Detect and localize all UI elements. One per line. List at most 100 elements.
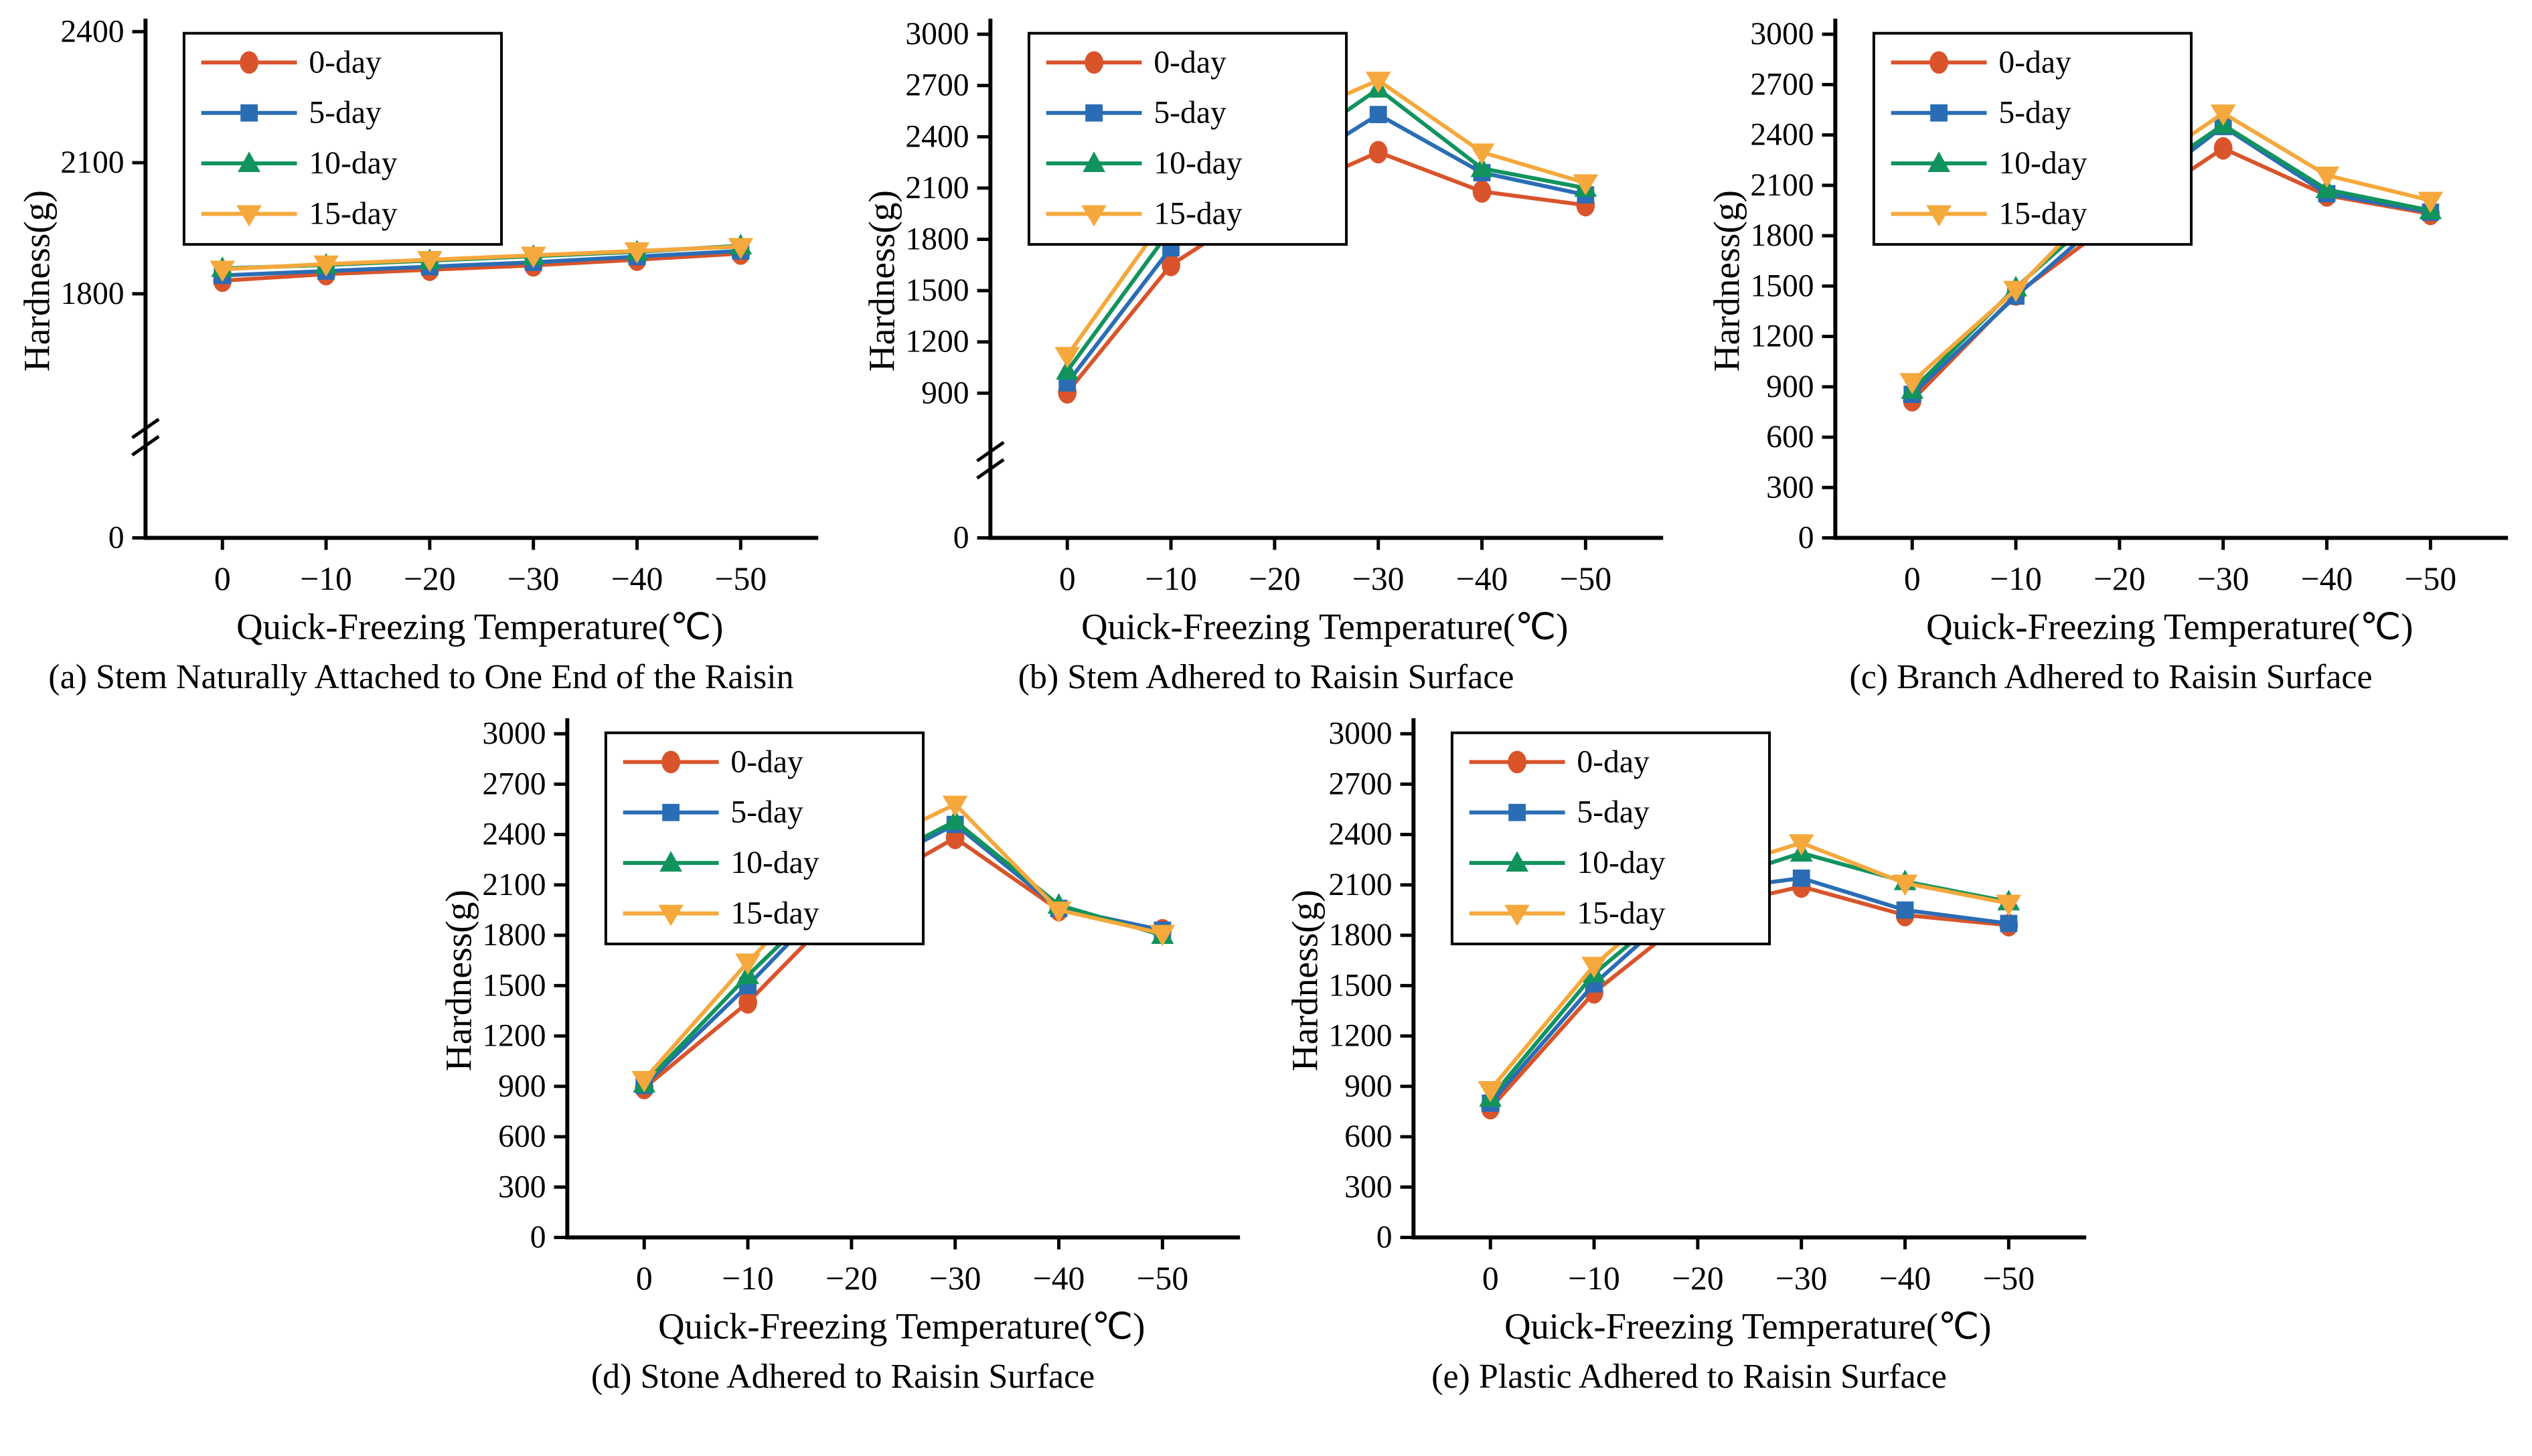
- svg-text:2100: 2100: [60, 145, 124, 180]
- svg-text:2400: 2400: [905, 119, 969, 154]
- svg-text:−30: −30: [1352, 560, 1405, 597]
- chart-canvas-b: 3000 2700 2400 2100 1800 1500 1200 900 0 0 −10 −20 −…: [862, 17, 1664, 647]
- svg-text:2400: 2400: [482, 817, 546, 852]
- svg-text:2100: 2100: [482, 868, 546, 902]
- chart-d: 3000 2700 2400 2100 1800 1500 1200 900 600 300 0 0−…: [431, 705, 1255, 1396]
- svg-text:15-day: 15-day: [309, 196, 397, 231]
- svg-text:900: 900: [921, 376, 969, 410]
- chart-caption-d: (d) Stone Adhered to Raisin Surface: [590, 1358, 1095, 1396]
- svg-text:1500: 1500: [1750, 268, 1814, 303]
- svg-text:0: 0: [214, 560, 231, 597]
- svg-text:−30: −30: [2197, 560, 2249, 597]
- svg-text:300: 300: [1344, 1169, 1392, 1204]
- svg-text:2700: 2700: [905, 68, 969, 103]
- svg-text:−50: −50: [1137, 1260, 1189, 1297]
- svg-text:10-day: 10-day: [1577, 845, 1665, 880]
- svg-text:−20: −20: [1249, 560, 1301, 597]
- svg-text:10-day: 10-day: [1154, 146, 1242, 181]
- svg-text:−10: −10: [1990, 560, 2042, 597]
- svg-text:Quick-Freezing Temperature(℃): Quick-Freezing Temperature(℃): [236, 606, 723, 647]
- chart-b: 3000 2700 2400 2100 1800 1500 1200 900 0 0 −10 −20 −…: [854, 5, 1678, 697]
- svg-text:−20: −20: [1672, 1260, 1724, 1297]
- svg-text:Hardness(g): Hardness(g): [439, 890, 480, 1071]
- svg-text:5-day: 5-day: [730, 795, 803, 830]
- svg-text:300: 300: [1766, 470, 1814, 505]
- svg-text:15-day: 15-day: [1577, 896, 1665, 931]
- svg-text:0-day: 0-day: [1154, 45, 1227, 80]
- svg-text:Quick-Freezing Temperature(℃): Quick-Freezing Temperature(℃): [1926, 606, 2413, 647]
- svg-text:−40: −40: [1456, 560, 1508, 597]
- svg-text:−10: −10: [1145, 560, 1197, 597]
- svg-text:0: 0: [530, 1220, 546, 1255]
- svg-text:2700: 2700: [482, 766, 546, 801]
- svg-text:1800: 1800: [482, 918, 546, 953]
- svg-text:0: 0: [636, 1260, 653, 1297]
- svg-text:2100: 2100: [1328, 868, 1392, 902]
- svg-text:Quick-Freezing Temperature(℃): Quick-Freezing Temperature(℃): [1504, 1305, 1991, 1346]
- svg-text:−30: −30: [507, 560, 560, 597]
- svg-text:−50: −50: [2405, 560, 2457, 597]
- svg-text:15-day: 15-day: [1998, 196, 2087, 231]
- svg-text:−50: −50: [1983, 1260, 2035, 1297]
- svg-text:600: 600: [1344, 1119, 1392, 1154]
- svg-text:2100: 2100: [1750, 168, 1814, 203]
- svg-text:5-day: 5-day: [1998, 96, 2071, 131]
- svg-text:0-day: 0-day: [1577, 744, 1650, 779]
- chart-row-bottom: 3000 2700 2400 2100 1800 1500 1200 900 600 300 0 0−…: [0, 705, 2532, 1396]
- svg-text:1800: 1800: [60, 276, 124, 311]
- svg-text:10-day: 10-day: [1998, 146, 2087, 181]
- svg-text:−40: −40: [2301, 560, 2353, 597]
- svg-text:−40: −40: [1879, 1260, 1931, 1297]
- svg-text:2700: 2700: [1750, 67, 1814, 102]
- svg-text:−50: −50: [715, 560, 767, 597]
- svg-text:15-day: 15-day: [1154, 196, 1242, 231]
- svg-text:−50: −50: [1560, 560, 1612, 597]
- chart-a: 2400 2100 1800 0 0 −10 −20 −30 −40 −50 Quick-Freez…: [9, 5, 833, 697]
- svg-text:0: 0: [1904, 560, 1921, 597]
- svg-text:10-day: 10-day: [309, 146, 397, 181]
- svg-text:2100: 2100: [905, 171, 969, 206]
- chart-caption-b: (b) Stem Adhered to Raisin Surface: [1018, 658, 1514, 697]
- svg-text:5-day: 5-day: [1577, 795, 1650, 830]
- svg-text:0: 0: [953, 521, 969, 556]
- svg-text:−10: −10: [1568, 1260, 1620, 1297]
- svg-text:1200: 1200: [1750, 319, 1814, 354]
- svg-text:900: 900: [1766, 370, 1814, 404]
- svg-text:900: 900: [498, 1069, 546, 1104]
- chart-caption-c: (c) Branch Adhered to Raisin Surface: [1849, 658, 2373, 697]
- svg-text:10-day: 10-day: [730, 845, 819, 880]
- chart-canvas-d: 300027002400210018001500120090060030000−…: [439, 716, 1241, 1346]
- chart-c: 3000 2700 2400 2100 1800 1500 1200 900 600 300 0 0−…: [1699, 5, 2523, 697]
- svg-text:1200: 1200: [482, 1019, 546, 1054]
- svg-text:1800: 1800: [905, 222, 969, 257]
- svg-text:−20: −20: [2093, 560, 2146, 597]
- svg-text:−10: −10: [300, 560, 352, 597]
- svg-text:0-day: 0-day: [1998, 45, 2071, 80]
- svg-text:−40: −40: [1033, 1260, 1085, 1297]
- svg-text:0: 0: [108, 521, 125, 556]
- chart-row-top: 2400 2100 1800 0 0 −10 −20 −30 −40 −50 Quick-Freez…: [0, 5, 2532, 697]
- svg-text:0-day: 0-day: [730, 744, 803, 779]
- svg-text:Hardness(g): Hardness(g): [1707, 190, 1748, 372]
- svg-text:15-day: 15-day: [730, 896, 819, 931]
- svg-text:5-day: 5-day: [1154, 96, 1227, 131]
- svg-text:3000: 3000: [905, 17, 969, 52]
- svg-text:−30: −30: [1775, 1260, 1828, 1297]
- svg-text:0-day: 0-day: [309, 45, 382, 80]
- svg-text:2400: 2400: [60, 14, 124, 49]
- svg-text:2400: 2400: [1328, 817, 1392, 852]
- chart-canvas-c: 300027002400210018001500120090060030000−…: [1707, 17, 2509, 647]
- svg-text:1500: 1500: [482, 968, 546, 1003]
- svg-text:−10: −10: [722, 1260, 774, 1297]
- svg-text:300: 300: [498, 1169, 546, 1204]
- svg-text:2400: 2400: [1750, 118, 1814, 153]
- svg-text:1200: 1200: [905, 325, 969, 359]
- svg-text:1200: 1200: [1328, 1019, 1392, 1054]
- svg-text:−30: −30: [929, 1260, 981, 1297]
- svg-text:−40: −40: [611, 560, 663, 597]
- svg-text:3000: 3000: [1750, 17, 1814, 52]
- svg-text:3000: 3000: [1328, 716, 1392, 751]
- svg-text:Quick-Freezing Temperature(℃): Quick-Freezing Temperature(℃): [658, 1305, 1145, 1346]
- svg-text:0: 0: [1059, 560, 1076, 597]
